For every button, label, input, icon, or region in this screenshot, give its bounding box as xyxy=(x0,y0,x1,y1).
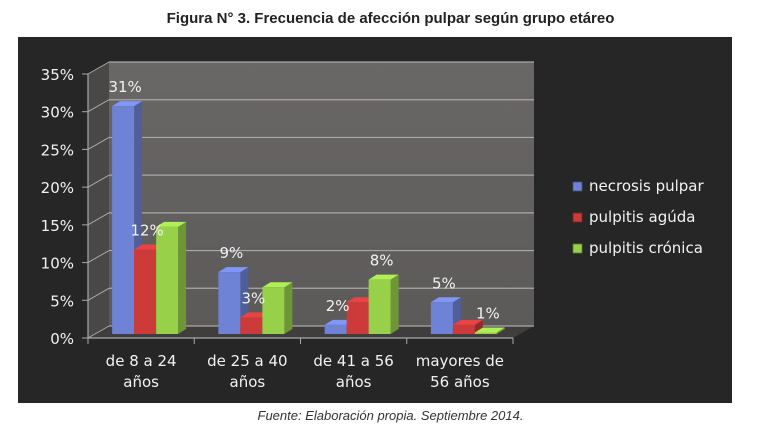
figure-source: Fuente: Elaboración propia. Septiembre 2… xyxy=(257,408,524,423)
bar-front xyxy=(134,249,157,334)
y-tick-label: 25% xyxy=(41,141,74,159)
x-tick-label: de 8 a 24 xyxy=(106,352,177,370)
bar-front xyxy=(474,332,497,334)
data-label: 3% xyxy=(241,289,265,307)
bar-front xyxy=(452,324,475,334)
bar-top xyxy=(368,274,399,280)
bar-front xyxy=(240,317,263,334)
bar-top xyxy=(218,267,249,273)
bar-top xyxy=(262,282,293,288)
legend-label: pulpitis crónica xyxy=(589,239,703,257)
legend-item: necrosis pulpar xyxy=(572,177,704,195)
bar-top xyxy=(112,101,143,107)
x-tick-label: 56 años xyxy=(430,373,490,391)
gridline-depth xyxy=(87,61,110,75)
bar-top xyxy=(430,297,461,303)
y-tick-label: 30% xyxy=(41,104,74,122)
y-axis: 0% 5% 10% 15% 20% 25% 30% 35% xyxy=(41,66,89,348)
x-tick-label: años xyxy=(230,373,266,391)
data-label: 2% xyxy=(326,297,350,315)
legend-item: pulpitis crónica xyxy=(572,239,703,257)
bar-top xyxy=(156,221,187,227)
legend-label: necrosis pulpar xyxy=(589,177,704,195)
y-tick-label: 15% xyxy=(41,217,74,235)
gridline-depth xyxy=(87,136,110,150)
legend-swatch xyxy=(572,243,583,254)
data-label: 1% xyxy=(476,304,500,322)
gridline-depth xyxy=(87,325,110,339)
bar-front xyxy=(262,287,285,334)
y-tick-label: 20% xyxy=(41,179,74,197)
data-label: 9% xyxy=(219,244,243,262)
bar-front xyxy=(218,272,241,334)
gridline-depth xyxy=(87,174,110,188)
bar-front xyxy=(324,324,347,334)
x-tick-label: de 41 a 56 xyxy=(313,352,393,370)
bar xyxy=(156,221,187,334)
data-label: 31% xyxy=(108,78,141,96)
data-label: 8% xyxy=(370,252,394,270)
legend: necrosis pulpar pulpitis agúda pulpitis cr… xyxy=(572,177,704,257)
y-tick-label: 5% xyxy=(50,292,74,310)
x-tick-label: de 25 a 40 xyxy=(207,352,287,370)
y-tick-label: 35% xyxy=(41,66,74,84)
x-tick-label: años xyxy=(336,373,372,391)
side-wall xyxy=(88,62,109,338)
bar-side xyxy=(284,282,293,334)
x-tick-label: mayores de xyxy=(416,352,504,370)
y-tick-label: 0% xyxy=(50,330,74,348)
data-labels: 31% 9% 2% 5% 12% 3% 8% 1% xyxy=(108,78,499,322)
bar-side xyxy=(496,327,505,334)
bar xyxy=(452,319,483,334)
legend-swatch xyxy=(572,212,583,223)
gridline-depth xyxy=(87,212,110,226)
x-tick-label: años xyxy=(123,373,159,391)
bar-side xyxy=(178,221,187,334)
gridline-depth xyxy=(87,250,110,264)
figure-title: Figura N° 3. Frecuencia de afección pulp… xyxy=(166,10,615,27)
y-tick-label: 10% xyxy=(41,255,74,273)
bar xyxy=(262,282,293,334)
bar-side xyxy=(474,319,483,334)
bar-side xyxy=(390,274,399,334)
legend-item: pulpitis agúda xyxy=(572,208,695,226)
x-axis: de 8 a 24 años de 25 a 40 años de 41 a 56 año… xyxy=(87,337,514,391)
bar-front xyxy=(112,106,135,335)
bar-front xyxy=(156,226,179,334)
bar-top xyxy=(452,319,483,325)
legend-swatch xyxy=(572,181,583,192)
data-label: 5% xyxy=(432,274,456,292)
legend-label: pulpitis agúda xyxy=(589,208,695,226)
floor xyxy=(88,326,534,338)
bar-front xyxy=(346,302,369,334)
bar xyxy=(474,327,505,334)
gridline-depth xyxy=(87,99,110,113)
bar-top xyxy=(474,327,505,333)
bars xyxy=(112,101,505,335)
bar-front xyxy=(430,302,453,334)
data-label: 12% xyxy=(130,221,163,239)
bar xyxy=(368,274,399,334)
gridline-depth xyxy=(87,287,110,301)
bar-front xyxy=(368,279,391,334)
